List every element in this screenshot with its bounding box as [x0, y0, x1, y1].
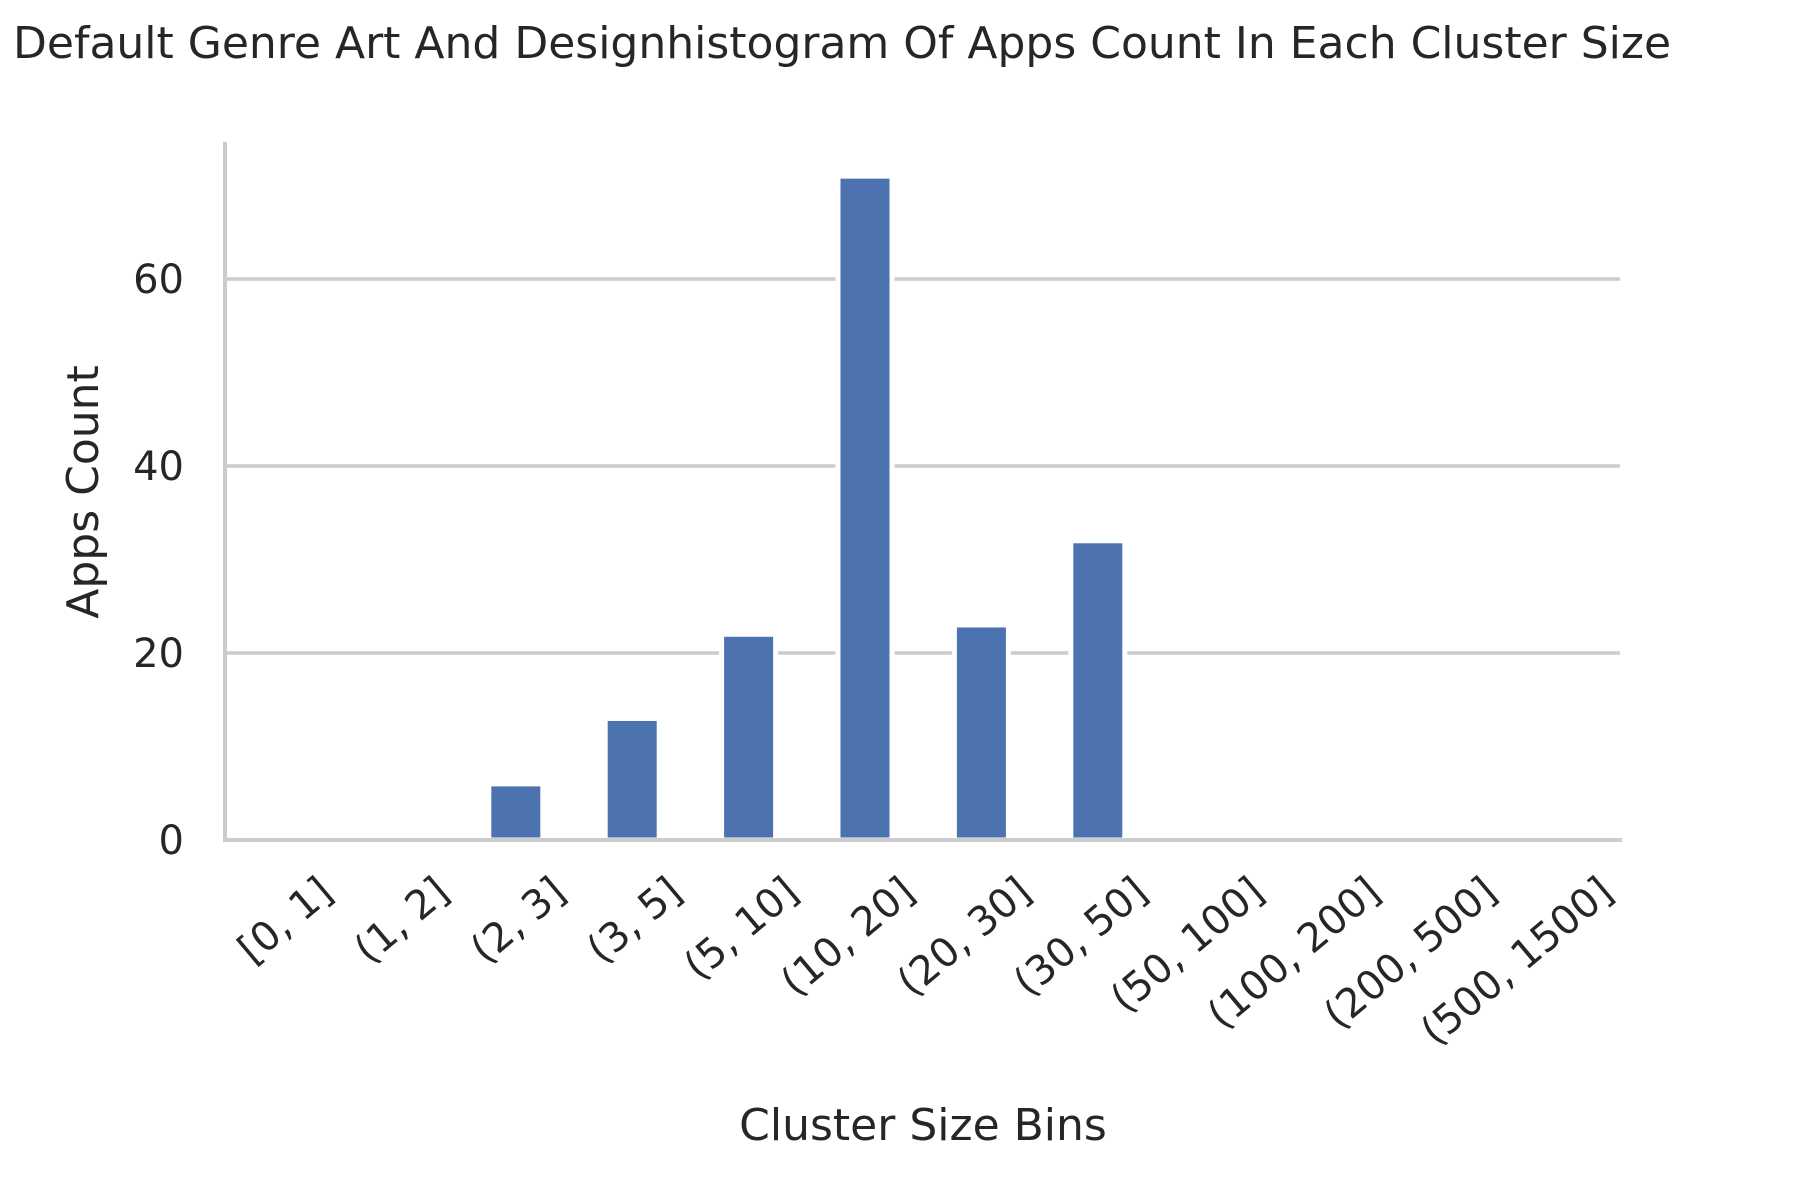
x-tick-label-0: [0, 1]	[229, 868, 341, 972]
axes-spines	[223, 142, 1622, 842]
y-axis-label: Apps Count	[58, 365, 109, 619]
bar-3	[602, 715, 662, 843]
bars	[486, 173, 1128, 843]
bar-7	[1068, 538, 1128, 843]
bar-6	[951, 622, 1011, 843]
y-tick-label-60: 60	[133, 257, 184, 303]
x-tick-label-2: (2, 3]	[462, 868, 574, 972]
gridlines	[225, 277, 1620, 655]
x-axis-label: Cluster Size Bins	[739, 1100, 1107, 1151]
y-tick-label-0: 0	[159, 818, 184, 864]
x-tick-label-3: (3, 5]	[579, 868, 691, 972]
x-tick-label-1: (1, 2]	[346, 868, 458, 972]
bar-4	[719, 631, 779, 843]
bar-5	[835, 173, 895, 843]
bar-2	[486, 781, 546, 843]
y-tick-label-20: 20	[133, 631, 184, 677]
chart-title: Default Genre Art And Designhistogram Of…	[13, 18, 1671, 69]
x-tick-labels: [0, 1] (1, 2] (2, 3] (3, 5](5, 10](10, 20](…	[229, 868, 1621, 1054]
y-tick-label-40: 40	[133, 444, 184, 490]
y-tick-labels: 0 20 40 60	[133, 257, 184, 864]
